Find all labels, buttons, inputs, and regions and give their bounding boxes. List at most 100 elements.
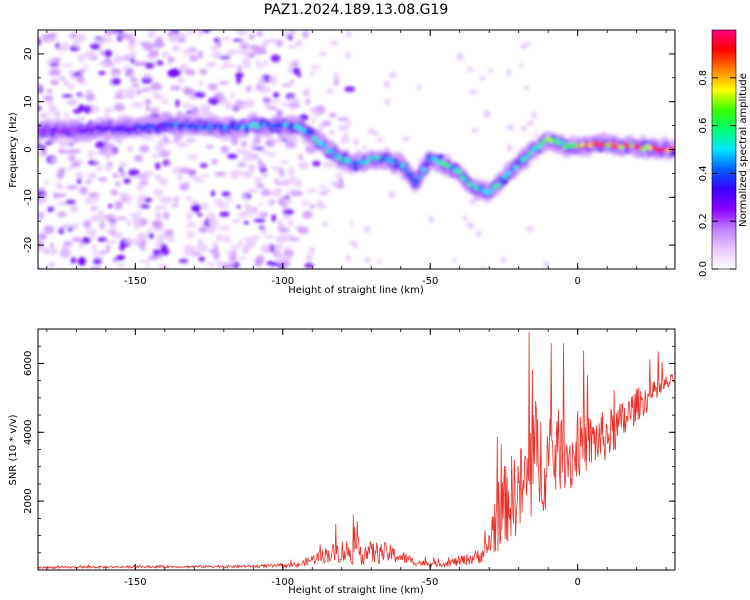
- noise-blob: [297, 161, 310, 170]
- ridge-core: [364, 159, 370, 165]
- noise-blob: [125, 220, 132, 226]
- noise-blob: [75, 171, 84, 180]
- noise-blob: [226, 153, 238, 159]
- noise-blob: [153, 188, 164, 196]
- noise-blob: [139, 144, 150, 153]
- noise-blob: [55, 181, 62, 189]
- noise-blob: [145, 104, 151, 113]
- ridge-core: [329, 148, 335, 154]
- ridge-core: [375, 155, 381, 160]
- noise-blob: [238, 162, 247, 167]
- noise-blob: [129, 213, 138, 218]
- noise-blob: [217, 99, 230, 105]
- noise-blob: [128, 70, 135, 79]
- noise-blob: [118, 88, 125, 96]
- noise-blob: [137, 194, 145, 204]
- noise-blob: [59, 76, 66, 81]
- x-tick-label: -50: [422, 276, 438, 287]
- noise-blob: [210, 190, 216, 197]
- noise-blob: [47, 206, 54, 213]
- noise-blob: [163, 211, 170, 220]
- noise-blob: [240, 141, 248, 148]
- snr-xlabel: Height of straight line (km): [288, 585, 424, 596]
- noise-blob: [215, 260, 227, 267]
- y-tick-label: 2000: [23, 488, 34, 513]
- noise-blob: [42, 95, 54, 102]
- noise-blob: [267, 38, 277, 43]
- noise-blob: [287, 34, 293, 41]
- noise-blob: [242, 237, 254, 241]
- noise-blob: [80, 80, 87, 85]
- noise-blob: [60, 226, 66, 230]
- noise-blob: [63, 80, 69, 85]
- noise-blob: [83, 105, 92, 114]
- noise-blob: [225, 196, 233, 203]
- noise-blob: [92, 258, 103, 265]
- noise-blob: [143, 174, 150, 180]
- noise-blob: [46, 88, 53, 94]
- noise-blob: [320, 204, 327, 209]
- noise-blob: [241, 170, 253, 179]
- noise-blob: [120, 32, 128, 40]
- noise-blob: [258, 225, 266, 230]
- noise-blob: [141, 61, 147, 65]
- noise-blob: [106, 149, 111, 157]
- noise-blob: [259, 150, 270, 155]
- noise-blob: [330, 181, 340, 187]
- noise-blob: [275, 253, 283, 260]
- noise-blob: [251, 145, 256, 151]
- noise-blob: [198, 256, 205, 262]
- ridge-core: [205, 126, 211, 131]
- noise-blob: [227, 49, 239, 54]
- noise-blob: [337, 117, 349, 121]
- ridge-core: [474, 186, 480, 191]
- noise-blob: [300, 201, 312, 206]
- noise-blob: [144, 62, 155, 69]
- noise-blob: [76, 92, 83, 97]
- noise-blob: [346, 30, 351, 38]
- noise-blob: [61, 223, 73, 228]
- y-tick-label: 4000: [23, 420, 34, 445]
- noise-blob: [272, 92, 280, 99]
- noise-blob: [57, 211, 67, 217]
- noise-blob: [152, 248, 161, 257]
- noise-blob: [352, 138, 360, 146]
- noise-blob: [179, 167, 191, 174]
- noise-blob: [124, 92, 134, 99]
- noise-blob: [93, 197, 99, 203]
- noise-blob: [256, 59, 260, 67]
- ridge-core: [322, 143, 328, 149]
- noise-blob: [319, 191, 327, 196]
- colorbar-tick-label: 0.2: [698, 213, 709, 229]
- noise-blob: [89, 43, 100, 50]
- noise-blob: [362, 145, 367, 150]
- noise-blob: [102, 37, 113, 43]
- noise-blob: [98, 60, 109, 67]
- noise-blob: [78, 106, 85, 112]
- noise-blob: [105, 240, 117, 244]
- noise-blob: [171, 203, 179, 208]
- ridge-core: [233, 126, 239, 131]
- noise-blob: [77, 69, 87, 73]
- noise-blob: [290, 30, 296, 34]
- noise-blob: [224, 52, 235, 57]
- noise-blob: [205, 226, 213, 230]
- noise-blob: [84, 197, 94, 205]
- ridge-core: [392, 158, 398, 163]
- noise-blob: [178, 258, 189, 264]
- x-tick-label: -100: [271, 577, 294, 588]
- noise-blob: [186, 212, 193, 219]
- noise-blob: [38, 83, 43, 91]
- noise-blob: [161, 196, 173, 204]
- noise-blob: [305, 98, 310, 106]
- noise-blob: [257, 158, 262, 165]
- noise-blob: [428, 215, 434, 223]
- noise-blob: [276, 39, 283, 48]
- ridge-core: [449, 165, 455, 171]
- noise-blob: [173, 195, 180, 201]
- noise-blob: [113, 32, 120, 36]
- noise-blob: [257, 163, 266, 169]
- noise-blob: [248, 154, 255, 162]
- noise-blob: [274, 178, 279, 183]
